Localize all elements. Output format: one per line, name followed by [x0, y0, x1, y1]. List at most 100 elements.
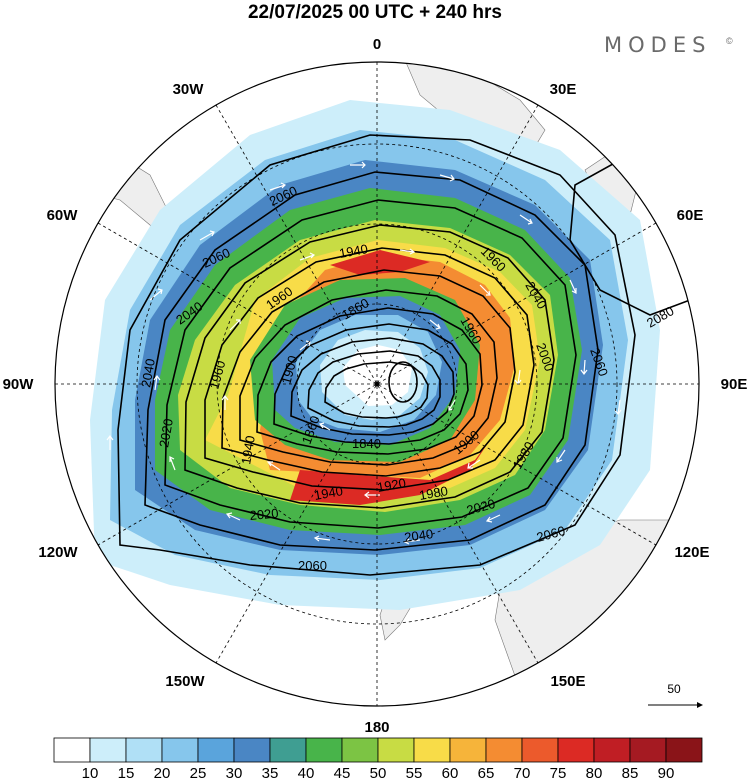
meridian-label-150e: 150E	[550, 673, 585, 690]
wind-arrow	[580, 359, 588, 375]
colorbar-swatch	[53, 737, 91, 763]
shade-core-0	[343, 345, 412, 406]
shade-80b	[330, 250, 430, 275]
wind-arrow	[169, 456, 176, 471]
colorbar-swatch	[197, 737, 235, 763]
colorbar-tick-label: 60	[442, 765, 459, 782]
wind-arrow	[106, 435, 114, 450]
colorbar-tick-label: 80	[586, 765, 603, 782]
meridian-label-60e: 60E	[677, 207, 704, 224]
contour-label: 2040	[138, 357, 158, 388]
wind-reference-value: 50	[667, 682, 681, 696]
contour-label: 2040	[403, 526, 434, 545]
wind-arrow	[269, 182, 287, 191]
colorbar-tick-label: 45	[334, 765, 351, 782]
colorbar-swatch	[341, 737, 379, 763]
colorbar-swatch	[233, 737, 271, 763]
colorbar-tick-label: 30	[226, 765, 243, 782]
colorbar-tick-label: 70	[514, 765, 531, 782]
wind-arrow	[364, 491, 380, 499]
colorbar-swatch	[521, 737, 559, 763]
colorbar-swatch	[161, 737, 199, 763]
wind-arrow	[229, 319, 241, 331]
graticule	[55, 62, 699, 706]
contour-1980	[204, 247, 535, 491]
contour-label: 1920	[376, 475, 407, 495]
wind-arrow	[313, 535, 331, 542]
contour-1900	[273, 323, 469, 445]
height-contours	[117, 134, 699, 576]
colorbar-tick-label: 40	[298, 765, 315, 782]
meridian-label-30e: 30E	[550, 81, 577, 98]
contour-label: 2020	[465, 496, 497, 518]
wind-arrow	[153, 375, 161, 391]
colorbar-swatch	[665, 737, 703, 763]
wind-arrow	[429, 319, 441, 330]
colorbar-tick-label: 75	[550, 765, 567, 782]
wind-arrow	[266, 461, 281, 471]
contour-label: 2020	[249, 506, 279, 523]
colorbar-tick-label: 10	[82, 765, 99, 782]
contour-1940	[239, 289, 498, 466]
wind-arrow	[467, 459, 481, 469]
wind-arrow	[299, 252, 316, 261]
colorbar-tick-label: 50	[370, 765, 387, 782]
meridian-label-150w: 150W	[165, 673, 205, 690]
colorbar-swatch	[557, 737, 595, 763]
colorbar-tick-label: 15	[118, 765, 135, 782]
wind-arrow	[519, 214, 533, 225]
contour-1920	[256, 307, 483, 455]
colorbar-swatch	[629, 737, 667, 763]
meridian-label-120w: 120W	[38, 544, 78, 561]
colorbar-swatch	[377, 737, 415, 763]
wind-arrow	[485, 514, 501, 523]
meridian-label-90e: 90E	[721, 376, 748, 393]
contour-low-center	[388, 361, 418, 403]
contour-label: 1980	[418, 483, 449, 503]
wind-arrow	[199, 230, 215, 241]
contour-2060	[117, 134, 636, 576]
colorbar-swatch	[593, 737, 631, 763]
wind-arrow	[569, 279, 577, 294]
colorbar-tick-label: 25	[190, 765, 207, 782]
copyright-mark: ©	[726, 36, 733, 46]
colorbar-swatch	[305, 737, 343, 763]
contour-label: 1840	[352, 436, 381, 451]
meridian-label-180: 180	[364, 719, 389, 736]
contour-label: 2020	[156, 417, 176, 448]
colorbar-tick-label: 55	[406, 765, 423, 782]
contour-label: 2060	[535, 523, 567, 545]
wind-arrow	[149, 288, 163, 301]
colorbar-tick-label: 90	[658, 765, 675, 782]
wind-arrow	[221, 395, 229, 410]
meridian-label-60w: 60W	[47, 207, 79, 224]
colorbar-tick-label: 20	[154, 765, 171, 782]
colorbar-swatch	[449, 737, 487, 763]
wind-arrow	[318, 422, 331, 431]
wind-arrow	[399, 248, 416, 255]
shade-80	[290, 440, 490, 505]
meridian-label-120e: 120E	[674, 544, 709, 561]
wind-arrow	[299, 340, 311, 351]
wind-arrow	[403, 538, 421, 545]
contour-label: 1940	[238, 434, 258, 465]
wind-arrow	[448, 399, 456, 411]
wind-arrow	[479, 284, 491, 296]
colorbar-tick-label: 35	[262, 765, 279, 782]
contour-label: 1960	[206, 359, 228, 391]
meridian-label-0: 0	[373, 36, 381, 53]
brand-logo: MODES	[604, 33, 712, 57]
wind-arrow	[225, 512, 241, 521]
contour-2000	[184, 224, 555, 509]
colorbar-tick-label: 85	[622, 765, 639, 782]
contour-1840	[324, 361, 429, 419]
meridian-labels: 0 30E 60E 90E 120E 150E 180 150W 120W 90…	[3, 36, 748, 736]
contour-label: 1900	[278, 354, 300, 386]
colorbar-tick-label: 65	[478, 765, 495, 782]
meridian-label-90w: 90W	[3, 376, 35, 393]
contour-label: 1940	[338, 241, 369, 261]
colorbar-swatch	[485, 737, 523, 763]
wind-arrow	[350, 161, 366, 169]
colorbar: 10 15 20 25 30 35 40 45 50 55 60 65 70 75 80 85 90	[53, 737, 703, 782]
